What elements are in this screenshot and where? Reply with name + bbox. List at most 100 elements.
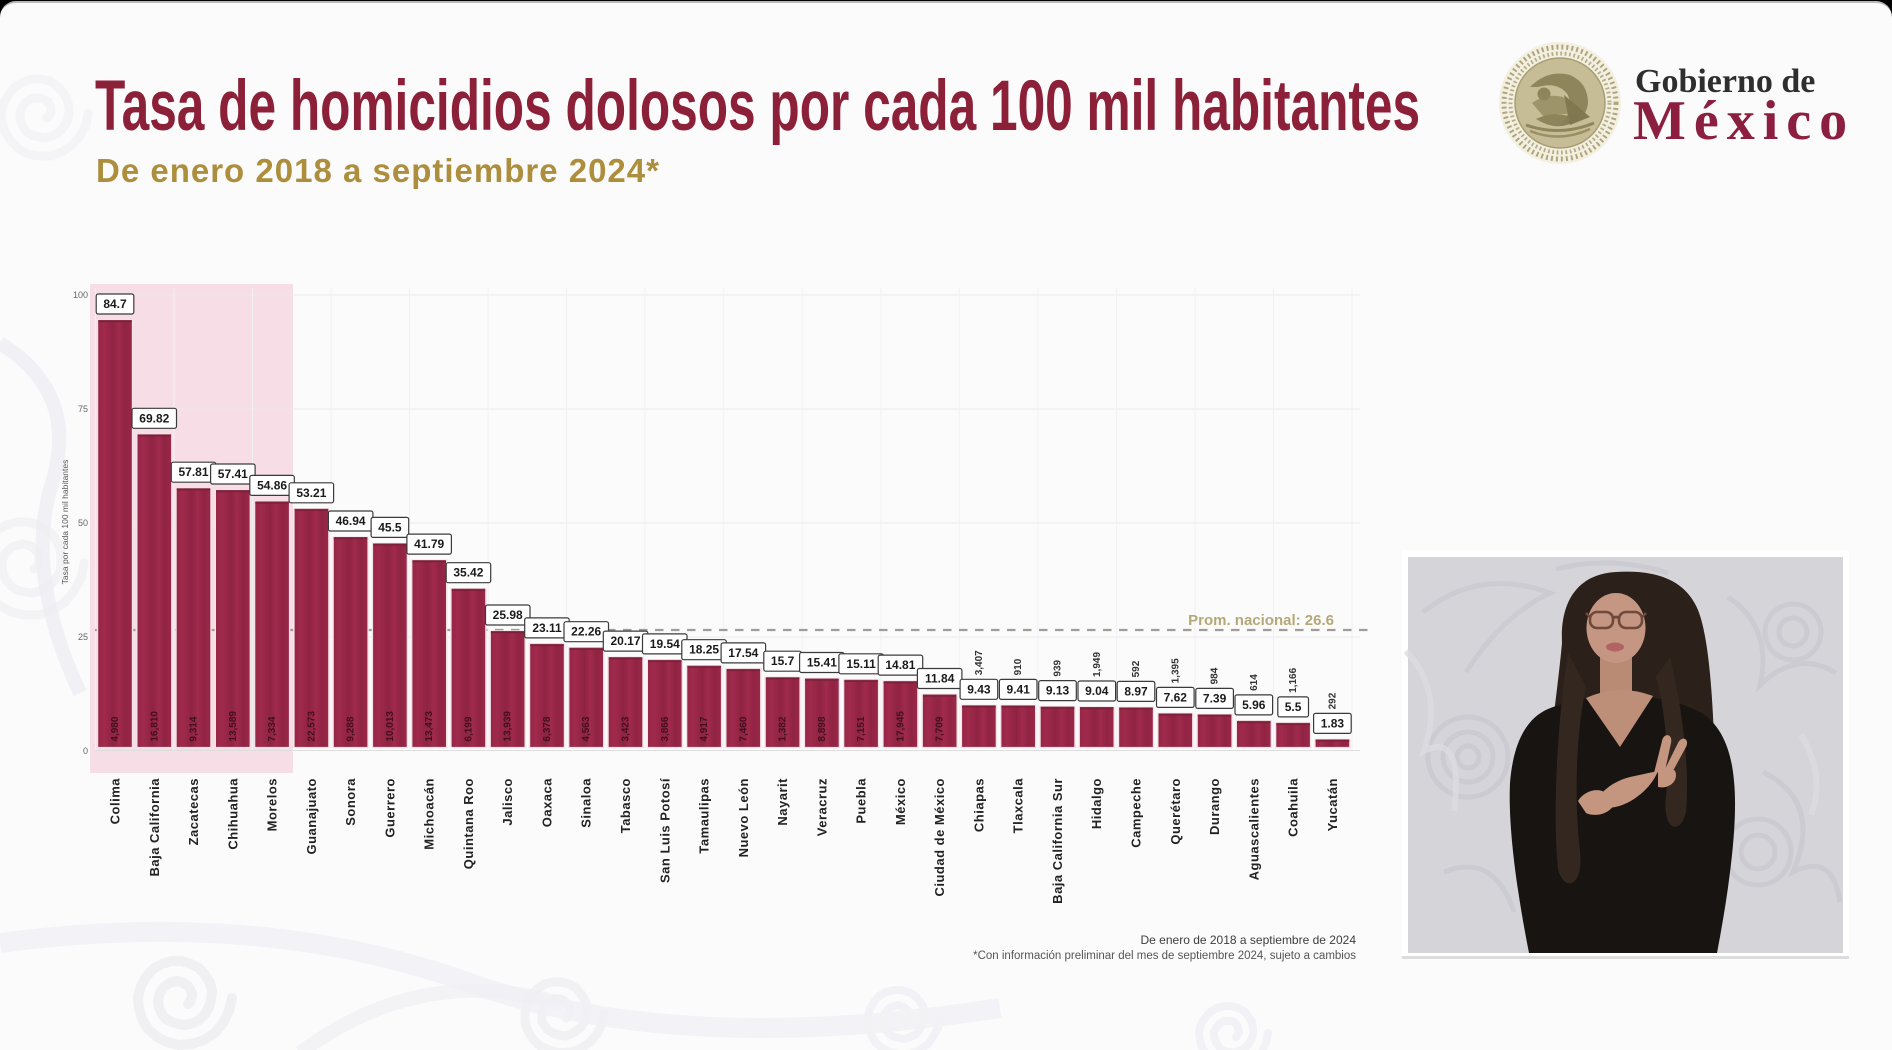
svg-text:4,563: 4,563 xyxy=(581,716,592,741)
svg-text:9.13: 9.13 xyxy=(1046,684,1070,698)
svg-text:45.5: 45.5 xyxy=(378,520,402,534)
svg-text:3,423: 3,423 xyxy=(621,716,632,741)
svg-text:Nuevo León: Nuevo León xyxy=(736,778,751,857)
svg-text:Chihuahua: Chihuahua xyxy=(225,778,240,850)
svg-text:Hidalgo: Hidalgo xyxy=(1089,778,1104,829)
svg-text:8,898: 8,898 xyxy=(817,716,828,741)
svg-text:1,395: 1,395 xyxy=(1170,658,1181,683)
svg-text:13,939: 13,939 xyxy=(503,711,514,742)
svg-text:Veracruz: Veracruz xyxy=(814,778,829,836)
svg-text:Querétaro: Querétaro xyxy=(1168,778,1183,845)
svg-text:7,460: 7,460 xyxy=(738,716,749,741)
svg-text:9.43: 9.43 xyxy=(967,682,991,696)
svg-text:17,945: 17,945 xyxy=(895,711,906,742)
svg-text:Chiapas: Chiapas xyxy=(971,778,986,832)
svg-text:Quintana Roo: Quintana Roo xyxy=(461,778,476,869)
svg-text:*Con información preliminar de: *Con información preliminar del mes de s… xyxy=(973,950,1356,962)
svg-text:41.79: 41.79 xyxy=(414,537,444,551)
svg-text:292: 292 xyxy=(1327,692,1338,709)
svg-text:46.94: 46.94 xyxy=(336,514,366,528)
svg-text:Tabasco: Tabasco xyxy=(618,778,633,833)
svg-text:Guanajuato: Guanajuato xyxy=(304,778,319,855)
svg-text:7,709: 7,709 xyxy=(935,716,946,741)
svg-text:Baja California: Baja California xyxy=(147,778,162,877)
svg-text:1,166: 1,166 xyxy=(1288,667,1299,692)
svg-text:9,314: 9,314 xyxy=(189,716,200,741)
svg-text:9.04: 9.04 xyxy=(1085,684,1109,698)
svg-text:San Luis Potosí: San Luis Potosí xyxy=(657,778,672,883)
svg-text:50: 50 xyxy=(78,518,88,528)
svg-text:Oaxaca: Oaxaca xyxy=(540,778,555,828)
svg-text:Colima: Colima xyxy=(108,778,123,825)
svg-text:3,407: 3,407 xyxy=(974,650,985,675)
svg-text:Coahuila: Coahuila xyxy=(1286,778,1301,837)
svg-text:15.7: 15.7 xyxy=(771,654,795,668)
svg-text:53.21: 53.21 xyxy=(296,486,326,500)
svg-text:Michoacán: Michoacán xyxy=(422,778,437,850)
svg-text:54.86: 54.86 xyxy=(257,478,287,492)
svg-text:4,917: 4,917 xyxy=(699,716,710,741)
svg-text:57.41: 57.41 xyxy=(218,467,248,481)
svg-text:7.39: 7.39 xyxy=(1203,691,1227,705)
svg-text:75: 75 xyxy=(78,404,88,414)
svg-text:100: 100 xyxy=(73,290,88,300)
svg-text:Sinaloa: Sinaloa xyxy=(579,778,594,828)
svg-text:13,473: 13,473 xyxy=(424,711,435,742)
svg-text:22.26: 22.26 xyxy=(571,625,601,639)
svg-text:22,573: 22,573 xyxy=(306,711,317,742)
svg-text:0: 0 xyxy=(83,746,88,756)
svg-text:Ciudad de México: Ciudad de México xyxy=(932,778,947,897)
svg-text:Tamaulipas: Tamaulipas xyxy=(697,778,712,854)
svg-text:8.97: 8.97 xyxy=(1124,684,1148,698)
svg-text:3,866: 3,866 xyxy=(660,716,671,741)
svg-text:984: 984 xyxy=(1210,667,1221,684)
svg-text:1,382: 1,382 xyxy=(778,716,789,741)
svg-text:614: 614 xyxy=(1249,674,1260,691)
svg-text:Campeche: Campeche xyxy=(1129,778,1144,848)
svg-text:15.11: 15.11 xyxy=(846,657,876,671)
svg-text:Baja California Sur: Baja California Sur xyxy=(1050,778,1065,904)
svg-text:6,199: 6,199 xyxy=(463,716,474,741)
svg-text:Puebla: Puebla xyxy=(854,778,869,824)
svg-text:4,980: 4,980 xyxy=(110,716,121,741)
svg-text:14.81: 14.81 xyxy=(885,658,915,672)
svg-text:Jalisco: Jalisco xyxy=(500,778,515,826)
svg-text:Yucatán: Yucatán xyxy=(1325,778,1340,831)
svg-text:69.82: 69.82 xyxy=(139,411,169,425)
svg-text:20.17: 20.17 xyxy=(610,634,640,648)
svg-text:Tlaxcala: Tlaxcala xyxy=(1011,778,1026,834)
svg-text:939: 939 xyxy=(1053,659,1064,676)
svg-text:9.41: 9.41 xyxy=(1007,682,1031,696)
svg-text:9,288: 9,288 xyxy=(346,716,357,741)
svg-text:13,589: 13,589 xyxy=(228,711,239,742)
svg-text:57.81: 57.81 xyxy=(178,465,208,479)
svg-text:10,013: 10,013 xyxy=(385,711,396,742)
svg-text:7.62: 7.62 xyxy=(1164,690,1188,704)
svg-text:Nayarit: Nayarit xyxy=(775,778,790,826)
svg-text:25: 25 xyxy=(78,632,88,642)
svg-text:11.84: 11.84 xyxy=(925,672,955,686)
svg-text:18.25: 18.25 xyxy=(689,643,719,657)
svg-text:19.54: 19.54 xyxy=(650,637,680,651)
svg-text:Sonora: Sonora xyxy=(343,778,358,826)
svg-text:6,378: 6,378 xyxy=(542,716,553,741)
svg-text:Tasa por cada 100 mil habitant: Tasa por cada 100 mil habitantes xyxy=(60,460,70,585)
svg-text:Morelos: Morelos xyxy=(265,778,280,831)
svg-text:Guerrero: Guerrero xyxy=(382,778,397,838)
svg-text:15.41: 15.41 xyxy=(807,656,837,670)
svg-text:Gobierno de: Gobierno de xyxy=(1635,63,1815,100)
svg-text:7,151: 7,151 xyxy=(856,716,867,741)
svg-text:910: 910 xyxy=(1013,658,1024,675)
svg-text:Durango: Durango xyxy=(1207,778,1222,835)
svg-text:1.83: 1.83 xyxy=(1321,716,1345,730)
svg-text:1,949: 1,949 xyxy=(1092,652,1103,677)
svg-text:592: 592 xyxy=(1131,660,1142,677)
svg-text:De enero de 2018 a septiembre: De enero de 2018 a septiembre de 2024 xyxy=(1141,933,1357,947)
svg-text:16,810: 16,810 xyxy=(149,711,160,742)
svg-text:Prom. nacional: 26.6: Prom. nacional: 26.6 xyxy=(1188,612,1334,629)
svg-text:23.11: 23.11 xyxy=(532,621,562,635)
svg-text:84.7: 84.7 xyxy=(103,297,127,311)
svg-text:Aguascalientes: Aguascalientes xyxy=(1246,778,1261,880)
svg-text:5.5: 5.5 xyxy=(1285,700,1302,714)
svg-text:17.54: 17.54 xyxy=(728,646,758,660)
